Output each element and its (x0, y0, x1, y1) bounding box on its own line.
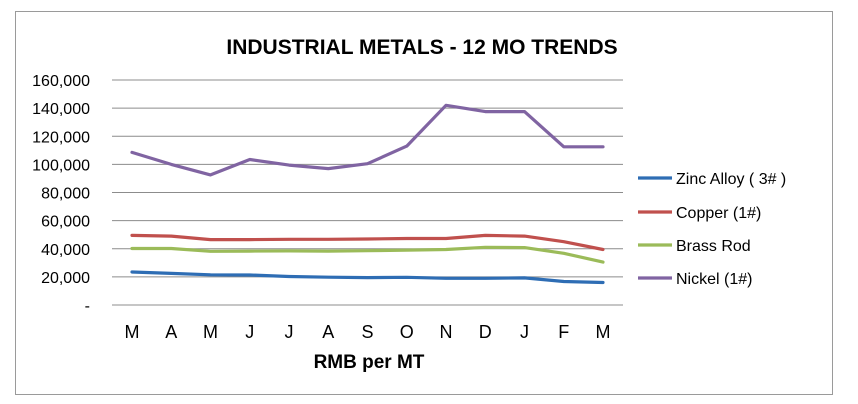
series-line-3 (132, 247, 603, 262)
x-tick-label: J (520, 322, 529, 342)
x-tick-label: A (165, 322, 177, 342)
x-tick-label: A (322, 322, 334, 342)
x-tick-label: F (558, 322, 569, 342)
y-tick-label: 80,000 (41, 186, 90, 203)
x-axis-label: RMB per MT (314, 352, 425, 373)
y-tick-label: 20,000 (41, 270, 90, 287)
y-axis-ticks: - 20,000 40,000 60,000 80,000 100,000 120,000 1… (32, 73, 90, 315)
y-tick-label: 160,000 (32, 73, 90, 90)
legend-label: Zinc Alloy ( 3# ) (676, 171, 786, 188)
legend: Zinc Alloy ( 3# ) Copper (1#) Brass Rod Nic… (638, 171, 786, 288)
x-tick-label: M (203, 322, 218, 342)
x-tick-label: M (125, 322, 140, 342)
x-tick-label: O (400, 322, 414, 342)
legend-label: Copper (1#) (676, 205, 761, 222)
chart-title: INDUSTRIAL METALS - 12 MO TRENDS (226, 36, 617, 59)
y-tick-label: 60,000 (41, 214, 90, 231)
x-tick-label: S (361, 322, 373, 342)
y-tick-label: 120,000 (32, 129, 90, 146)
x-tick-label: J (285, 322, 294, 342)
y-tick-label: 40,000 (41, 242, 90, 259)
y-tick-label: - (85, 298, 90, 315)
line-chart: INDUSTRIAL METALS - 12 MO TRENDS - 20,000… (16, 12, 832, 394)
chart-frame: INDUSTRIAL METALS - 12 MO TRENDS - 20,000… (15, 11, 833, 395)
x-tick-label: M (596, 322, 611, 342)
legend-label: Brass Rod (676, 238, 751, 255)
x-tick-label: N (440, 322, 453, 342)
legend-label: Nickel (1#) (676, 271, 752, 288)
y-tick-label: 140,000 (32, 101, 90, 118)
y-tick-label: 100,000 (32, 157, 90, 174)
gridlines (112, 80, 623, 305)
x-tick-label: J (245, 322, 254, 342)
series-lines (132, 105, 603, 282)
x-tick-label: D (479, 322, 492, 342)
